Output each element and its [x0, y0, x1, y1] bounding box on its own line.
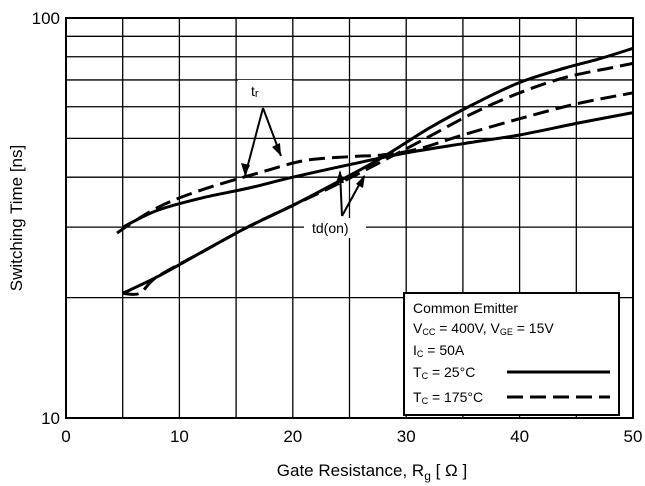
tr-arrowhead-2	[272, 143, 281, 156]
legend-title: Common Emitter	[413, 300, 518, 316]
legend-condition-voltage: VCC = 400V, VGE = 15V	[413, 320, 554, 337]
tr-arrowhead-1	[241, 163, 250, 176]
x-tick-label: 40	[510, 427, 529, 446]
series-tr-175	[116, 91, 634, 235]
legend-condition-current: IC = 50A	[413, 342, 465, 359]
x-tick-label: 10	[170, 427, 189, 446]
x-tick-label: 0	[61, 427, 70, 446]
legend-entry-175c: TC = 175°C	[413, 389, 483, 406]
annotation-tdon-label: td(on)	[312, 220, 349, 236]
annotation-tr-sub: r	[255, 88, 259, 100]
x-tick-label: 30	[397, 427, 416, 446]
annotation-tr: tr	[238, 80, 292, 177]
series-tdon-175	[122, 61, 634, 296]
grid	[66, 18, 633, 418]
y-tick-label: 100	[32, 9, 60, 28]
legend: Common Emitter VCC = 400V, VGE = 15V IC …	[403, 292, 620, 416]
annotation-tdon: td(on)	[304, 170, 366, 238]
y-axis-title: Switching Time [ns]	[7, 145, 26, 291]
legend-entry-25c: TC = 25°C	[413, 364, 475, 381]
plot-frame	[65, 17, 634, 419]
tdon-arrowhead-2	[356, 175, 365, 188]
annotation-tr-main: t	[251, 83, 255, 99]
x-axis-title: Gate Resistance, Rg [ Ω ]	[277, 461, 467, 483]
x-tick-label: 20	[283, 427, 302, 446]
series-layer	[116, 46, 634, 296]
tdon-arrowhead-1	[336, 170, 344, 183]
y-tick-label: 10	[41, 409, 60, 428]
svg-text:tr: tr	[251, 83, 259, 100]
series-tr-25	[122, 111, 634, 229]
series-tdon-25	[122, 46, 634, 295]
x-tick-label: 50	[624, 427, 643, 446]
